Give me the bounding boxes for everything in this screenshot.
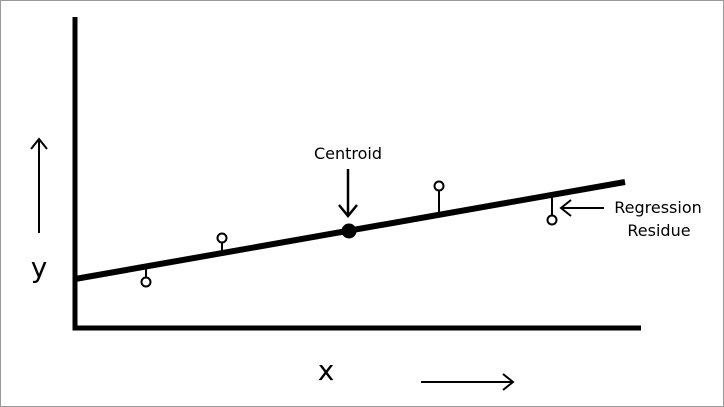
x-axis-label: x bbox=[318, 354, 335, 387]
centroid-label: Centroid bbox=[314, 144, 382, 163]
centroid-point bbox=[341, 223, 357, 239]
arrow-up-icon bbox=[30, 137, 48, 233]
residue-label-line1: Regression bbox=[614, 198, 702, 217]
data-point bbox=[216, 232, 228, 244]
data-point bbox=[546, 214, 558, 226]
arrow-right-icon bbox=[421, 373, 515, 391]
data-point bbox=[433, 180, 445, 192]
arrow-down-icon bbox=[338, 169, 358, 218]
residue-label-line2: Residue bbox=[627, 221, 690, 240]
data-point bbox=[140, 276, 152, 288]
arrow-left-icon bbox=[559, 199, 604, 217]
y-axis-label: y bbox=[31, 251, 48, 284]
